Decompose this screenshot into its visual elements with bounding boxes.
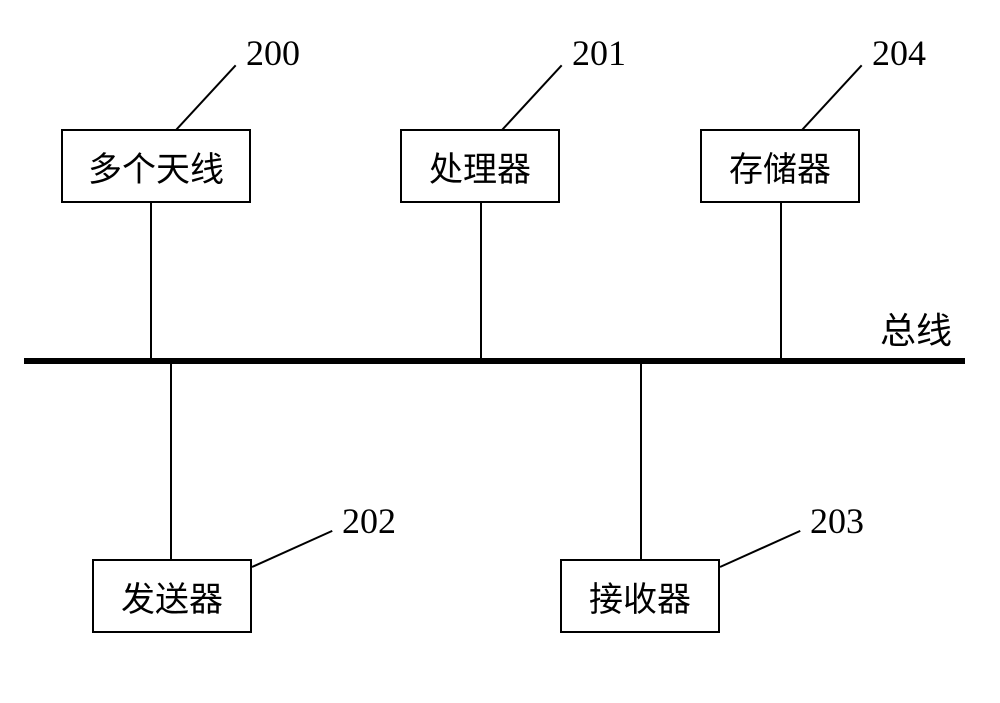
bus-line — [24, 358, 965, 364]
box-antenna: 多个天线 — [61, 129, 251, 203]
drop-sender — [170, 358, 172, 559]
leader-processor — [501, 64, 562, 130]
ref-receiver: 203 — [810, 500, 864, 542]
leader-antenna — [175, 64, 236, 130]
drop-memory — [780, 203, 782, 358]
ref-antenna: 200 — [246, 32, 300, 74]
ref-processor: 201 — [572, 32, 626, 74]
box-sender-label: 发送器 — [121, 572, 223, 621]
box-sender: 发送器 — [92, 559, 252, 633]
box-receiver: 接收器 — [560, 559, 720, 633]
leader-sender — [252, 530, 333, 568]
bus-label: 总线 — [880, 302, 952, 354]
drop-antenna — [150, 203, 152, 358]
drop-processor — [480, 203, 482, 358]
box-memory: 存储器 — [700, 129, 860, 203]
box-antenna-label: 多个天线 — [88, 142, 224, 191]
ref-memory: 204 — [872, 32, 926, 74]
box-memory-label: 存储器 — [729, 142, 831, 191]
drop-receiver — [640, 358, 642, 559]
box-receiver-label: 接收器 — [589, 572, 691, 621]
box-processor-label: 处理器 — [429, 142, 531, 191]
leader-memory — [801, 64, 862, 130]
leader-receiver — [720, 530, 801, 568]
bus-block-diagram: 总线 多个天线 200 处理器 201 存储器 204 发送器 202 接收器 … — [0, 0, 1000, 703]
box-processor: 处理器 — [400, 129, 560, 203]
ref-sender: 202 — [342, 500, 396, 542]
